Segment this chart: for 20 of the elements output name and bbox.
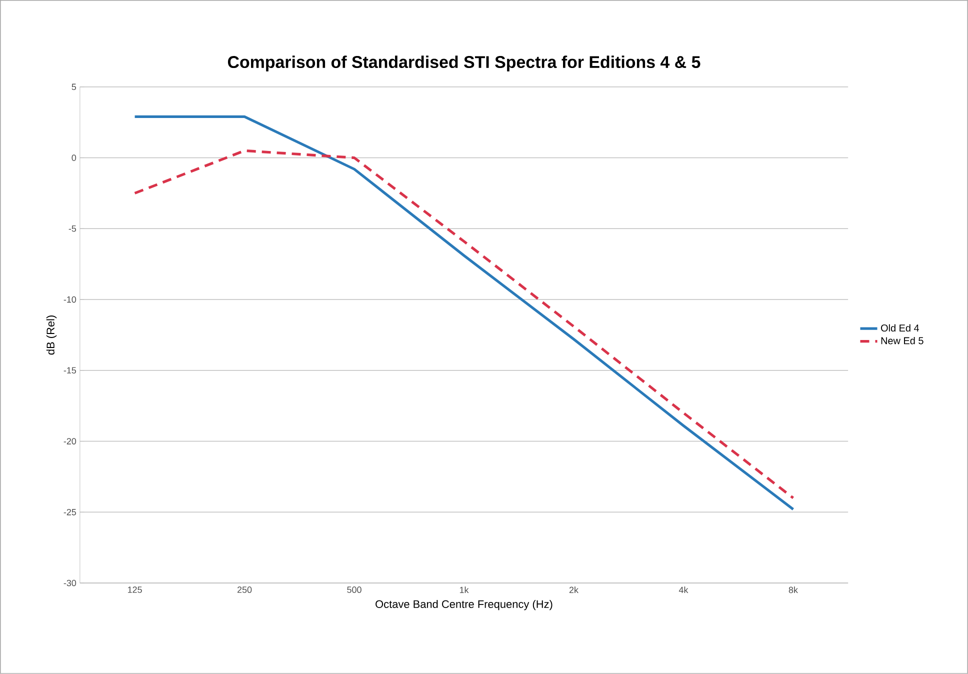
y-tick-label: -20	[64, 438, 76, 444]
y-tick-label: -10	[64, 296, 76, 303]
x-tick-label: 125	[128, 586, 142, 593]
legend-label: Old Ed 4	[881, 324, 920, 332]
x-tick-label: 4k	[678, 586, 688, 594]
y-tick-label: -25	[64, 508, 76, 516]
y-axis-title: dB (Rel)	[46, 316, 57, 355]
chart-title: Comparison of Standardised STI Spectra for Editions 4 & 5	[228, 56, 700, 72]
y-tick-label: 5	[72, 84, 76, 90]
x-tick-label: 8k	[788, 586, 798, 594]
y-tick-label: -30	[64, 580, 76, 586]
y-tick-label: -15	[64, 367, 76, 374]
x-tick-label: 500	[347, 586, 362, 593]
x-tick-label: 250	[238, 586, 252, 593]
legend-label: New Ed 5	[881, 336, 924, 344]
x-axis-title: Octave Band Centre Frequency (Hz)	[376, 600, 552, 610]
x-tick-label: 1k	[460, 586, 469, 594]
y-tick-label: 0	[72, 154, 76, 161]
y-tick-label: -5	[68, 226, 76, 232]
x-tick-label: 2k	[569, 586, 578, 594]
